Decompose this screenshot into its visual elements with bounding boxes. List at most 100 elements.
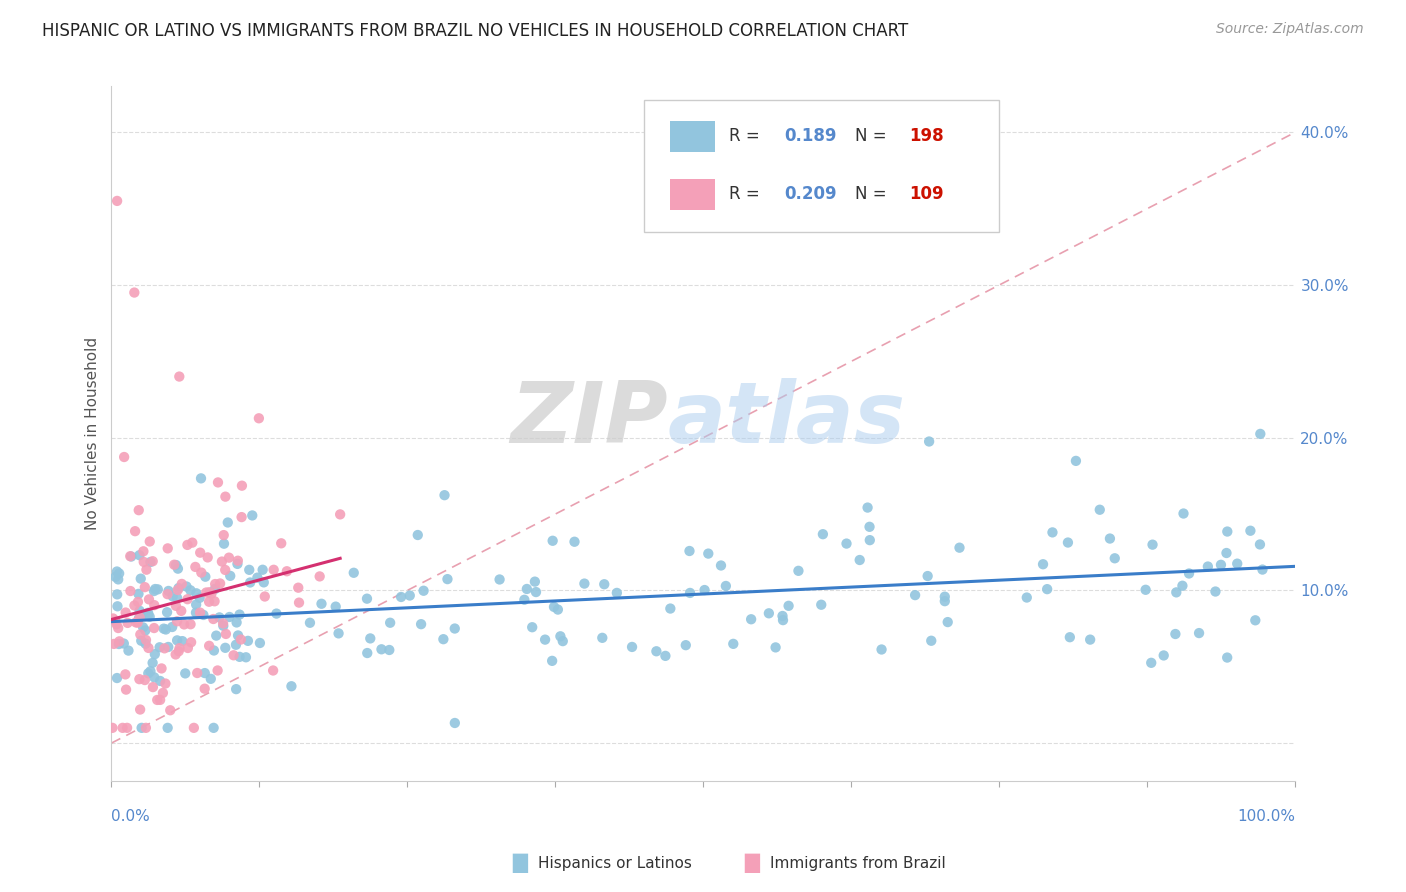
- Point: [1173, 507, 1195, 521]
- Point: [858, 520, 880, 534]
- Point: [378, 643, 401, 657]
- Point: [443, 716, 465, 731]
- Point: [308, 569, 330, 583]
- Point: [152, 686, 174, 700]
- Point: [534, 632, 557, 647]
- Text: HISPANIC OR LATINO VS IMMIGRANTS FROM BRAZIL NO VEHICLES IN HOUSEHOLD CORRELATIO: HISPANIC OR LATINO VS IMMIGRANTS FROM BR…: [42, 22, 908, 40]
- Point: [128, 503, 150, 517]
- Point: [870, 642, 893, 657]
- Point: [135, 607, 157, 622]
- Point: [591, 631, 613, 645]
- Point: [142, 656, 165, 670]
- Point: [194, 681, 217, 696]
- Point: [436, 572, 458, 586]
- Point: [124, 285, 146, 300]
- Point: [136, 608, 159, 623]
- Point: [236, 633, 259, 648]
- Point: [1135, 582, 1157, 597]
- Point: [811, 527, 834, 541]
- Point: [134, 637, 156, 651]
- Point: [104, 615, 127, 629]
- Point: [186, 586, 208, 600]
- Point: [143, 647, 166, 661]
- Point: [112, 636, 135, 650]
- Point: [231, 510, 253, 524]
- Point: [150, 661, 173, 675]
- Point: [934, 594, 956, 608]
- Point: [107, 573, 129, 587]
- Point: [167, 581, 190, 595]
- Point: [516, 582, 538, 596]
- Point: [115, 721, 138, 735]
- Point: [904, 588, 927, 602]
- Point: [204, 577, 226, 591]
- Point: [247, 411, 270, 425]
- Point: [740, 612, 762, 626]
- Point: [856, 500, 879, 515]
- Point: [226, 557, 249, 571]
- Point: [253, 590, 276, 604]
- Point: [1171, 579, 1194, 593]
- Point: [128, 610, 150, 624]
- Point: [356, 591, 378, 606]
- Point: [129, 633, 152, 648]
- Point: [143, 598, 166, 612]
- Point: [787, 564, 810, 578]
- Point: [157, 583, 180, 598]
- Point: [202, 643, 225, 657]
- Point: [166, 591, 188, 605]
- Point: [138, 609, 160, 624]
- Point: [135, 721, 157, 735]
- Point: [186, 598, 208, 612]
- Point: [193, 607, 215, 622]
- Point: [343, 566, 366, 580]
- Point: [217, 516, 239, 530]
- Point: [266, 607, 288, 621]
- Point: [246, 571, 269, 585]
- Text: █: █: [745, 854, 759, 873]
- Point: [551, 634, 574, 648]
- Point: [276, 564, 298, 578]
- Point: [1064, 454, 1087, 468]
- Point: [280, 679, 302, 693]
- Point: [202, 721, 225, 735]
- Point: [225, 638, 247, 652]
- Point: [212, 619, 235, 633]
- Text: 100.0%: 100.0%: [1237, 809, 1295, 824]
- Point: [1088, 502, 1111, 516]
- Point: [1042, 525, 1064, 540]
- Point: [645, 644, 668, 658]
- Point: [188, 546, 211, 560]
- Point: [108, 634, 131, 648]
- Point: [835, 536, 858, 550]
- Point: [143, 621, 166, 635]
- Point: [222, 648, 245, 663]
- Point: [135, 563, 157, 577]
- Point: [155, 676, 177, 690]
- Point: [105, 617, 128, 632]
- Point: [1239, 524, 1261, 538]
- Point: [325, 599, 347, 614]
- Point: [200, 672, 222, 686]
- Point: [574, 576, 596, 591]
- Point: [138, 640, 160, 655]
- Point: [228, 649, 250, 664]
- Point: [198, 585, 221, 599]
- Point: [1104, 551, 1126, 566]
- Point: [188, 591, 211, 605]
- Point: [218, 610, 240, 624]
- Point: [1216, 650, 1239, 665]
- Point: [1178, 566, 1201, 581]
- Point: [160, 620, 183, 634]
- Point: [523, 574, 546, 589]
- Point: [134, 580, 156, 594]
- Point: [181, 535, 204, 549]
- Point: [143, 582, 166, 596]
- Point: [212, 537, 235, 551]
- Point: [105, 587, 128, 601]
- Point: [105, 671, 128, 685]
- Text: 198: 198: [910, 128, 943, 145]
- Point: [1166, 585, 1188, 599]
- Point: [1204, 584, 1226, 599]
- Point: [1140, 656, 1163, 670]
